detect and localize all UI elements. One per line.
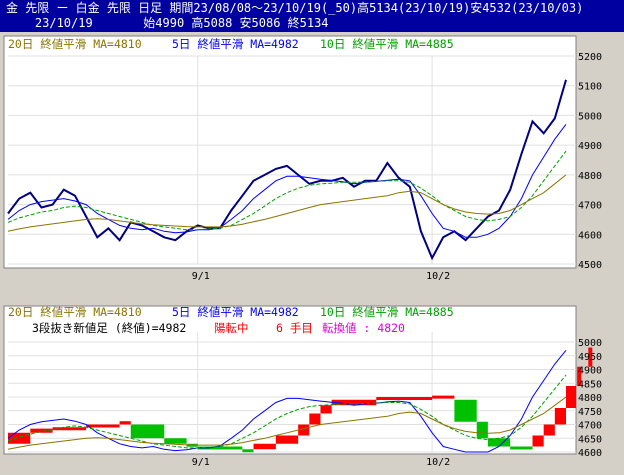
renko-up-brick (8, 432, 31, 444)
renko-up-brick (119, 421, 131, 425)
renko-legend-ma5: 5日 終値平滑 MA=4982 (172, 305, 299, 319)
legend-ma20: 20日 終値平滑 MA=4810 (8, 37, 142, 51)
chart-header: 金 先限 ー 白金 先限 日足 期間23/08/08～23/10/19(_50)… (0, 0, 624, 32)
renko-down-brick (242, 449, 254, 453)
renko-up-brick (30, 428, 53, 433)
price-y-tick: 4800 (578, 171, 602, 182)
renko-down-brick (130, 424, 165, 439)
renko-ma20-line (7, 396, 567, 450)
price-y-tick: 4600 (578, 230, 602, 241)
renko-ma10-line (7, 374, 567, 449)
header-period-line: 金 先限 ー 白金 先限 日足 期間23/08/08～23/10/19(_50)… (6, 1, 584, 15)
renko-y-tick: 4950 (578, 352, 602, 363)
ma20-line (7, 174, 567, 232)
price-panel (3, 35, 577, 269)
legend-ma10: 10日 終値平滑 MA=4885 (320, 37, 454, 51)
renko-y-tick: 4600 (578, 448, 602, 459)
price-lines (7, 79, 567, 261)
renko-y-tick: 4650 (578, 434, 602, 445)
price-y-tick: 5100 (578, 82, 602, 93)
renko-up-brick (320, 405, 332, 414)
renko-up-brick (577, 366, 582, 386)
header-ohlc-line: 23/10/19 始4990 高5088 安5086 終5134 (6, 16, 329, 30)
renko-x-tick: 9/1 (192, 457, 210, 468)
price-y-tick: 4900 (578, 141, 602, 152)
renko-down-brick (164, 438, 187, 444)
renko-down-brick (454, 399, 477, 422)
renko-y-tick: 4700 (578, 421, 602, 432)
renko-ma-lines (7, 349, 567, 453)
price-y-tick: 4700 (578, 201, 602, 212)
price-grid (8, 55, 576, 265)
renko-bricks (8, 347, 593, 453)
renko-up-brick (432, 395, 455, 399)
renko-y-tick: 4900 (578, 366, 602, 377)
renko-up-brick (298, 424, 310, 436)
price-y-axis: 4500 4600 4700 4800 4900 5000 5100 5200 (578, 52, 602, 271)
renko-up-brick (532, 435, 544, 447)
renko-up-brick (588, 347, 593, 367)
renko-up-brick (86, 424, 120, 428)
price-y-tick: 5200 (578, 52, 602, 63)
renko-y-tick: 4850 (578, 379, 602, 390)
renko-y-axis: 4600 4650 4700 4750 4800 4850 4900 4950 5000 (578, 338, 602, 459)
price-x-axis: 9/1 10/2 (192, 271, 450, 282)
legend-ma5: 5日 終値平滑 MA=4982 (172, 37, 299, 51)
price-y-tick: 4500 (578, 260, 602, 271)
renko-y-tick: 4800 (578, 393, 602, 404)
renko-up-brick (331, 399, 377, 406)
price-x-tick: 9/1 (192, 271, 210, 282)
price-x-tick: 10/2 (426, 271, 450, 282)
price-y-tick: 5000 (578, 111, 602, 122)
renko-status-step: 6 手目 (276, 321, 313, 335)
renko-up-brick (376, 397, 433, 400)
chart-area: 4500 4600 4700 4800 4900 5000 5100 5200 9/1 10/2… (3, 35, 602, 468)
close-price-line (7, 79, 567, 261)
renko-up-brick (253, 443, 276, 450)
renko-up-brick (275, 435, 299, 444)
renko-y-tick: 5000 (578, 338, 602, 349)
renko-y-tick: 4750 (578, 407, 602, 418)
renko-down-brick (510, 446, 533, 450)
renko-up-brick (554, 408, 566, 425)
renko-legend-ma20: 20日 終値平滑 MA=4810 (8, 305, 142, 319)
renko-x-axis: 9/1 10/2 (192, 457, 450, 468)
renko-down-brick (487, 438, 511, 447)
renko-status-trend: 陽転中 (214, 321, 249, 335)
renko-up-brick (52, 427, 87, 431)
ma5-line (7, 123, 567, 238)
renko-up-brick (543, 424, 555, 436)
renko-status-reversal: 転換値 : 4820 (322, 321, 405, 335)
renko-up-brick (566, 386, 577, 408)
renko-legend-ma10: 10日 終値平滑 MA=4885 (320, 305, 454, 319)
renko-down-brick (476, 421, 488, 439)
renko-ma5-line (7, 349, 567, 453)
renko-x-tick: 10/2 (426, 457, 450, 468)
renko-down-brick (197, 446, 243, 450)
renko-status-label: 3段抜き新値足 (終値)=4982 (32, 321, 186, 335)
renko-up-brick (309, 413, 321, 425)
